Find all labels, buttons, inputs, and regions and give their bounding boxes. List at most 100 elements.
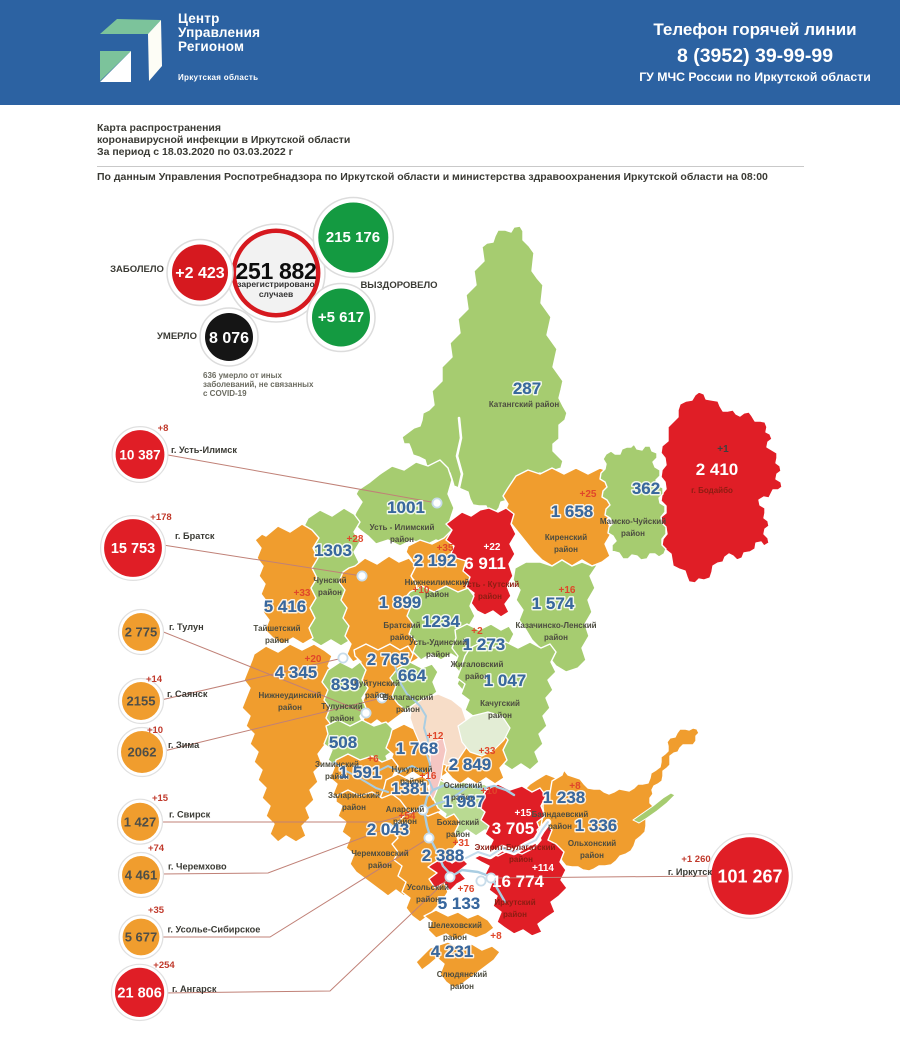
svg-text:2 849: 2 849: [449, 755, 492, 774]
svg-text:+33: +33: [294, 588, 311, 599]
svg-text:Нижнеилимский: Нижнеилимский: [405, 578, 470, 587]
svg-text:район: район: [330, 714, 354, 723]
svg-text:+33: +33: [479, 746, 496, 757]
svg-text:5 133: 5 133: [438, 894, 481, 913]
svg-text:район: район: [416, 895, 440, 904]
svg-text:район: район: [393, 817, 417, 826]
svg-text:г. Усть-Илимск: г. Усть-Илимск: [171, 445, 237, 455]
svg-text:Ольхонский: Ольхонский: [568, 839, 616, 848]
svg-text:1234: 1234: [422, 612, 460, 631]
svg-text:4 231: 4 231: [431, 942, 474, 961]
svg-text:1381: 1381: [391, 779, 429, 798]
svg-text:1 047: 1 047: [484, 671, 527, 690]
svg-text:район: район: [318, 588, 342, 597]
svg-text:8 076: 8 076: [209, 330, 249, 347]
svg-text:район: район: [342, 803, 366, 812]
svg-text:6 911: 6 911: [464, 554, 506, 573]
svg-text:16 774: 16 774: [492, 872, 545, 891]
svg-text:101 267: 101 267: [717, 866, 782, 886]
svg-text:4 231: 4 231: [431, 942, 474, 961]
svg-text:+25: +25: [580, 489, 597, 500]
svg-text:район: район: [580, 851, 604, 860]
svg-text:Катангский район: Катангский район: [489, 400, 560, 409]
svg-text:1 273: 1 273: [463, 635, 506, 654]
svg-text:+31: +31: [453, 838, 470, 849]
svg-text:район: район: [503, 910, 527, 919]
svg-text:+2: +2: [471, 626, 483, 637]
svg-text:+20: +20: [305, 654, 322, 665]
svg-text:район: район: [425, 590, 449, 599]
svg-text:с COVID-19: с COVID-19: [203, 389, 247, 398]
svg-text:+8: +8: [490, 931, 502, 942]
svg-text:4 345: 4 345: [275, 663, 318, 682]
svg-text:1 658: 1 658: [551, 502, 594, 521]
svg-text:район: район: [544, 633, 568, 642]
svg-text:Куйтунский: Куйтунский: [354, 679, 400, 688]
svg-text:Братский: Братский: [383, 621, 420, 630]
svg-text:1 591: 1 591: [339, 763, 382, 782]
svg-text:Нукутский: Нукутский: [392, 765, 433, 774]
svg-text:район: район: [478, 592, 502, 601]
svg-text:заболеваний, не связанных: заболеваний, не связанных: [203, 380, 314, 389]
svg-text:Усольский: Усольский: [407, 883, 449, 892]
svg-text:1 899: 1 899: [379, 593, 422, 612]
svg-text:район: район: [443, 933, 467, 942]
svg-text:+1 260: +1 260: [681, 854, 710, 865]
svg-text:21 806: 21 806: [117, 986, 161, 1002]
svg-text:1 336: 1 336: [575, 816, 618, 835]
svg-text:+6: +6: [367, 754, 379, 765]
svg-text:+8: +8: [158, 423, 169, 434]
svg-text:5 677: 5 677: [125, 930, 158, 945]
svg-text:Осинский: Осинский: [444, 781, 483, 790]
svg-text:г. Зима: г. Зима: [168, 740, 200, 750]
svg-text:2 388: 2 388: [422, 846, 465, 865]
svg-text:+8: +8: [569, 781, 581, 792]
svg-text:1 768: 1 768: [396, 739, 439, 758]
svg-text:4 345: 4 345: [275, 663, 318, 682]
svg-text:Усть - Илимский: Усть - Илимский: [370, 523, 435, 532]
svg-text:1001: 1001: [387, 498, 425, 517]
svg-text:1 427: 1 427: [124, 814, 157, 829]
svg-text:+14: +14: [146, 674, 163, 685]
svg-text:Боханский: Боханский: [437, 818, 480, 827]
svg-text:Аларский: Аларский: [386, 805, 425, 814]
svg-text:+22: +22: [484, 542, 501, 553]
svg-text:362: 362: [632, 479, 660, 498]
svg-text:+254: +254: [153, 960, 175, 971]
svg-text:Жигаловский: Жигаловский: [450, 660, 504, 669]
svg-text:1 574: 1 574: [532, 594, 575, 613]
svg-text:Заларинский: Заларинский: [328, 791, 380, 800]
svg-text:Киренский: Киренский: [545, 533, 587, 542]
svg-text:+178: +178: [150, 512, 171, 523]
svg-text:362: 362: [632, 479, 660, 498]
svg-text:2 388: 2 388: [422, 846, 465, 865]
svg-text:случаев: случаев: [259, 289, 293, 299]
svg-text:район: район: [554, 545, 578, 554]
svg-text:664: 664: [398, 666, 427, 685]
svg-text:1 047: 1 047: [484, 671, 527, 690]
svg-text:2 765: 2 765: [367, 650, 410, 669]
svg-text:15 753: 15 753: [111, 541, 155, 557]
svg-text:район: район: [548, 822, 572, 831]
svg-text:1234: 1234: [422, 612, 460, 631]
svg-text:3 705: 3 705: [492, 819, 535, 838]
svg-text:Тайшетский: Тайшетский: [253, 624, 300, 633]
svg-text:251 882: 251 882: [235, 258, 316, 284]
svg-text:район: район: [390, 633, 414, 642]
svg-text:г. Усолье-Сибирское: г. Усолье-Сибирское: [168, 925, 261, 935]
svg-text:Тулунский: Тулунский: [321, 702, 363, 711]
svg-text:1 987: 1 987: [443, 792, 486, 811]
svg-text:636 умерло от иных: 636 умерло от иных: [203, 371, 282, 380]
svg-text:508: 508: [329, 733, 357, 752]
svg-text:+15: +15: [515, 808, 532, 819]
svg-text:287: 287: [513, 379, 541, 398]
svg-text:район: район: [396, 705, 420, 714]
svg-text:ВЫЗДОРОВЕЛО: ВЫЗДОРОВЕЛО: [360, 280, 437, 291]
svg-text:район: район: [368, 861, 392, 870]
svg-text:+16: +16: [559, 585, 576, 596]
svg-text:839: 839: [331, 675, 359, 694]
svg-text:1 336: 1 336: [575, 816, 618, 835]
svg-text:район: район: [451, 793, 475, 802]
svg-text:Баяндаевский: Баяндаевский: [532, 810, 589, 819]
svg-text:2 192: 2 192: [414, 551, 457, 570]
